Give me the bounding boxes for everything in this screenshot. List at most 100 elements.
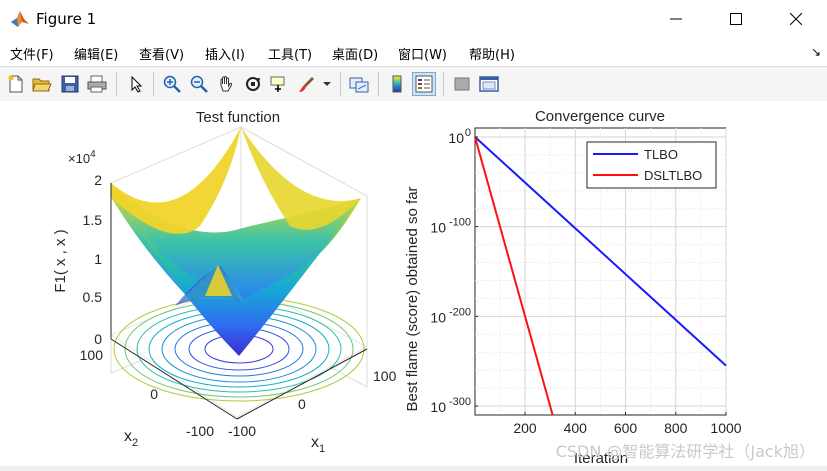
close-icon [790,13,802,25]
legend-box [586,141,717,189]
rotate-3d-button[interactable] [241,72,265,96]
pan-button[interactable] [214,72,238,96]
x2-axis-label: x2 [124,428,138,449]
rotate-3d-icon [246,77,260,91]
zoom-in-button[interactable] [160,72,184,96]
print-button[interactable] [85,72,109,96]
y-axis-label: Best flame (score) obtained so far [404,186,421,411]
y-tick-label: 10 [430,399,446,415]
z-tick-0: 0 [94,331,102,347]
menu-view[interactable]: 查看(V) [139,48,185,63]
surface-peak-back [111,127,241,234]
y-tick-exponent: -200 [449,306,471,318]
y-tick-exponent: 0 [465,127,471,139]
legend-button[interactable] [412,72,436,96]
colorbar-icon [392,75,402,93]
open-file-icon [32,78,52,92]
x1-tick-0: 0 [298,396,306,412]
title-bar: Figure 1 [0,0,827,38]
y-tick-exponent: -300 [449,396,471,408]
surface-plot: Test function ×104 2 1.5 1 0.5 0 F1( x ,… [52,109,397,455]
zoom-out-button[interactable] [187,72,211,96]
menu-tools[interactable]: 工具(T) [268,48,313,63]
hide-plot-tools-icon [454,77,470,91]
legend-icon [415,75,433,93]
menu-file[interactable]: 文件(F) [10,48,54,63]
figure-toolbar [0,66,827,102]
legend: TLBO DSLTLBO [586,141,717,189]
z-tick-0-5: 0.5 [83,289,103,305]
brush-dropdown-button[interactable] [321,72,333,96]
brush-icon [299,77,314,92]
x-tick-label: 1000 [710,420,741,436]
select-arrow-button[interactable] [124,72,148,96]
x1-axis-line [236,348,368,420]
window-title: Figure 1 [36,10,97,28]
surface-front-peak [205,265,232,296]
x2-axis-line [110,338,238,420]
minimize-button[interactable] [653,0,699,38]
menu-bar: 文件(F) 编辑(E) 查看(V) 插入(I) 工具(T) 桌面(D) 窗口(W… [0,38,827,66]
y-tick-label: 10 [430,309,446,325]
new-figure-button[interactable] [4,72,28,96]
zoom-out-icon [190,75,208,93]
z-axis-label: F1( x , x ) [52,229,69,292]
maximize-button[interactable] [713,0,759,38]
watermark-text: CSDN @智能算法研学社（Jack旭） [555,442,815,461]
link-plot-button[interactable] [347,72,371,96]
colorbar-button[interactable] [385,72,409,96]
menu-help[interactable]: 帮助(H) [469,48,515,63]
close-button[interactable] [773,0,819,38]
x2-tick-100: 100 [80,347,104,363]
menu-edit[interactable]: 编辑(E) [74,48,119,63]
menu-insert[interactable]: 插入(I) [205,48,245,63]
brush-button[interactable] [295,72,319,96]
open-file-button[interactable] [30,72,54,96]
minimize-icon [670,18,682,20]
data-cursor-button[interactable] [268,72,292,96]
x1-axis-label: x1 [311,434,325,455]
z-tick-2: 2 [94,172,102,188]
surface-front [111,183,361,356]
link-plot-icon [349,77,369,93]
left-plot-title: Test function [196,109,280,126]
series-lines [474,136,727,416]
z-tick-1: 1 [94,251,102,267]
exponent-label: ×104 [68,149,96,166]
maximize-icon [730,13,742,25]
legend-label-dsltlbo: DSLTLBO [644,168,702,183]
x-ticks: 200 400 600 800 1000 [513,412,742,436]
menu-desktop[interactable]: 桌面(D) [332,48,379,63]
x-tick-label: 400 [564,420,588,436]
z-tick-1-5: 1.5 [83,212,103,228]
zoom-in-icon [163,75,181,93]
x2-tick-minus100: -100 [186,423,214,439]
print-icon [87,75,107,93]
x-tick-label: 800 [664,420,688,436]
menu-overflow-icon[interactable]: ↘ [810,45,821,59]
save-icon [61,75,79,93]
show-plot-tools-button[interactable] [477,72,501,96]
hide-plot-tools-button[interactable] [450,72,474,96]
y-tick-exponent: -100 [449,217,471,229]
save-button[interactable] [58,72,82,96]
y-tick-label: 10 [430,220,446,236]
x-axis-label: Iteration [574,450,628,466]
pan-hand-icon [220,76,233,92]
x-tick-label: 200 [513,420,537,436]
y-tick-label: 10 [448,130,464,146]
matlab-logo-icon [11,11,29,27]
brush-dropdown-icon [323,82,331,86]
show-plot-tools-icon [479,76,499,92]
new-figure-icon [8,75,23,93]
legend-label-tlbo: TLBO [644,147,678,162]
menu-window[interactable]: 窗口(W) [398,48,447,63]
chart-title: Convergence curve [535,108,665,125]
x-tick-label: 600 [614,420,638,436]
select-arrow-icon [131,75,143,93]
figure-svg: Test function ×104 2 1.5 1 0.5 0 F1( x ,… [52,108,742,467]
surface-peak-right [241,127,361,230]
x1-tick-minus100: -100 [228,423,256,439]
